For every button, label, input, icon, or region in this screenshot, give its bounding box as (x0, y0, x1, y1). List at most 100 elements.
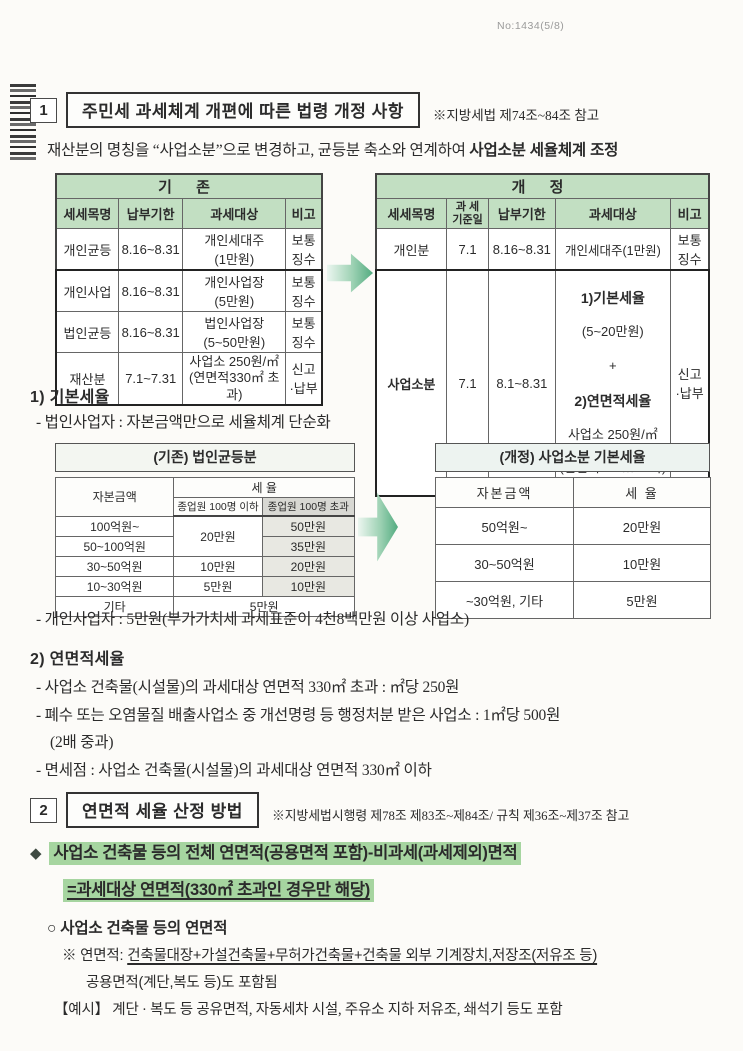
table-row: 30~50억원 10만원 20만원 (54, 556, 356, 577)
cell: 개인분 (375, 228, 447, 271)
arrow-right-icon (358, 492, 398, 562)
area-bullet: - 폐수 또는 오염물질 배출사업소 중 개선명령 등 행정처분 받은 사업소 … (36, 707, 561, 724)
floor-area-definition: ※ 연면적: 건축물대장+가설건축물+무허가건축물+건축물 외부 기계장치,저장… (62, 944, 597, 965)
col-header: 자본금액 (54, 477, 175, 517)
col-header: 세 율 (173, 477, 355, 498)
col-subheader: 종업원 100명 이하 (173, 497, 263, 517)
document-number: No:1434(5/8) (497, 20, 565, 32)
cell: 10~30억원 (54, 576, 175, 597)
corp-old-title: (기존) 법인균등분 (55, 443, 355, 472)
formula-line-1: ◆ 사업소 건축물 등의 전체 연면적(공용면적 포함)-비과세(과세제외)면적 (30, 839, 522, 865)
cell: 10만원 (173, 556, 263, 577)
target-line: 1)기본세율 (580, 289, 645, 306)
intro-paragraph: 재산분의 명칭을 “사업소분”으로 변경하고, 균등분 축소와 연계하여 사업소… (47, 138, 618, 160)
cell: 보통 징수 (670, 228, 710, 271)
cell: 8.16~8.31 (117, 228, 184, 271)
col-header: 세세목명 (55, 198, 119, 229)
table-corp-new: 자본금액 세 율 50억원~ 20만원 30~50억원 10만원 ~30억원, … (435, 477, 711, 619)
corp-old-table-group: (기존) 법인균등분 자본금액 세 율 종업원 100명 이하 종업원 100명… (54, 443, 356, 617)
cell: 5만원 (173, 576, 263, 597)
section1-header: 1 주민세 과세체계 개편에 따른 법령 개정 사항 ※지방세법 제74조~84… (30, 92, 599, 128)
area-rate-heading: 2) 연면적세율 (30, 651, 125, 668)
formula-text-2: =과세대상 연면적(330㎡ 초과인 경우만 해당) (63, 879, 374, 902)
cell: 20만원 (173, 515, 263, 557)
cell: 개인사업 (54, 269, 119, 312)
table-row: 개인분 7.1 8.16~8.31 개인세대주(1만원) 보통 징수 (375, 228, 710, 271)
definition-underlined: 건축물대장+가설건축물+무허가건축물+건축물 외부 기계장치,저장조(저유조 등… (127, 948, 598, 964)
col-header: 세 율 (573, 477, 711, 508)
cell: 재산분 (54, 351, 119, 406)
formula-line-2: =과세대상 연면적(330㎡ 초과인 경우만 해당) (63, 876, 374, 902)
cell: 사업소분 (374, 268, 447, 498)
col-header: 납부기한 (488, 198, 556, 229)
area-bullet: - 사업소 건축물(시설물)의 과세대상 연면적 330㎡ 초과 : ㎡당 25… (36, 679, 460, 696)
cell: 8.16~8.31 (117, 311, 184, 353)
cell: 50만원 (261, 515, 356, 537)
intro-text: 재산분의 명칭을 “사업소분”으로 변경하고, 균등분 축소와 연계하여 (47, 142, 470, 159)
barcode-strip (10, 84, 36, 162)
table-corp-old: 자본금액 세 율 종업원 100명 이하 종업원 100명 초과 100억원~ … (54, 477, 356, 617)
cell: 사업소 250원/㎡ (연면적330㎡ 초과) (182, 351, 287, 406)
cell: 기타 (54, 596, 175, 617)
cell: 개인세대주(1만원) (554, 228, 672, 271)
col-header: 자본금액 (435, 477, 574, 508)
cell: 50~100억원 (54, 536, 175, 557)
table-row: 100억원~ 20만원 50만원 (54, 515, 356, 557)
cell: ~30억원, 기타 (435, 581, 574, 619)
floor-area-definition-cont: 공용면적(계단,복도 등)도 포함됨 (86, 975, 278, 991)
col-header: 납부기한 (117, 198, 184, 229)
corp-new-table-group: (개정) 사업소분 기본세율 자본금액 세 율 50억원~ 20만원 30~50… (435, 443, 711, 619)
corp-new-title: (개정) 사업소분 기본세율 (435, 443, 710, 472)
table-row: 재산분 7.1~7.31 사업소 250원/㎡ (연면적330㎡ 초과) 신고 … (54, 351, 324, 406)
cell: 7.1 (445, 228, 490, 271)
cell: 보통 징수 (285, 269, 324, 312)
col-header: 과세대상 (554, 198, 672, 229)
cell: 50억원~ (435, 507, 574, 545)
section1-number: 1 (30, 97, 57, 123)
table-row: 10~30억원 5만원 10만원 (54, 576, 356, 597)
cell: 법인사업장 (5~50만원) (182, 311, 287, 353)
individual-note: - 개인사업자 : 5만원(부가가치세 과세표준이 4천8백만원 이상 사업소) (36, 611, 469, 628)
table-row: 30~50억원 10만원 (435, 544, 711, 582)
col-header: 비고 (285, 198, 323, 229)
cell: 법인균등 (54, 311, 119, 353)
cell: 7.1~7.31 (117, 351, 184, 406)
floor-area-subheading: ○ 사업소 건축물 등의 연면적 (47, 920, 228, 937)
cell: 30~50억원 (435, 544, 574, 582)
table-row: 기타 5만원 (54, 596, 355, 617)
table-row: 50억원~ 20만원 (435, 507, 711, 545)
section2-number: 2 (30, 797, 57, 823)
col-header: 과 세 기준일 (445, 198, 490, 229)
area-bullet-cont: (2배 중과) (50, 734, 114, 751)
col-header: 과세대상 (182, 198, 287, 229)
cell: 개인세대주 (1만원) (182, 228, 287, 271)
cell: 보통 징수 (285, 228, 323, 271)
section2-law-reference: ※지방세법시행령 제78조 제83조~제84조/ 규칙 제36조~제37조 참고 (271, 808, 630, 823)
table-existing-title: 기 존 (55, 173, 323, 199)
cell: 보통 징수 (285, 311, 324, 353)
cell: 10만원 (573, 544, 711, 582)
section2-title: 연면적 세율 산정 방법 (66, 792, 259, 828)
table-row: 법인균등 8.16~8.31 법인사업장 (5~50만원) 보통 징수 (54, 311, 324, 353)
cell: 8.16~8.31 (488, 228, 556, 271)
cell: 5만원 (173, 596, 355, 617)
diamond-bullet-icon: ◆ (30, 845, 42, 862)
formula-text-1: 사업소 건축물 등의 전체 연면적(공용면적 포함)-비과세(과세제외)면적 (49, 842, 522, 865)
table-existing-system: 기 존 세세목명 납부기한 과세대상 비고 개인균등 8.16~8.31 개인세… (54, 173, 324, 406)
cell: 개인균등 (55, 228, 119, 271)
table-row: 개인균등 8.16~8.31 개인세대주 (1만원) 보통 징수 (55, 228, 323, 271)
example-line: 【예시】 계단 · 복도 등 공유면적, 자동세차 시설, 주유소 지하 저유조… (54, 1002, 563, 1018)
cell: 신고 ·납부 (285, 351, 324, 406)
table-row: 개인사업 8.16~8.31 개인사업장 (5만원) 보통 징수 (54, 269, 324, 312)
cell: 개인사업장 (5만원) (182, 269, 287, 312)
col-subheader: 종업원 100명 초과 (261, 497, 356, 517)
corporate-note: - 법인사업자 : 자본금액만으로 세율체계 단순화 (36, 414, 331, 431)
intro-bold-text: 사업소분 세율체계 조정 (469, 142, 619, 159)
table-revised-title: 개 정 (375, 173, 710, 199)
table-row: ~30억원, 기타 5만원 (435, 581, 711, 619)
section1-title: 주민세 과세체계 개편에 따른 법령 개정 사항 (66, 92, 420, 128)
section2-header: 2 연면적 세율 산정 방법 ※지방세법시행령 제78조 제83조~제84조/ … (30, 792, 629, 828)
cell: 30~50억원 (54, 556, 175, 577)
cell: 35만원 (261, 536, 356, 557)
